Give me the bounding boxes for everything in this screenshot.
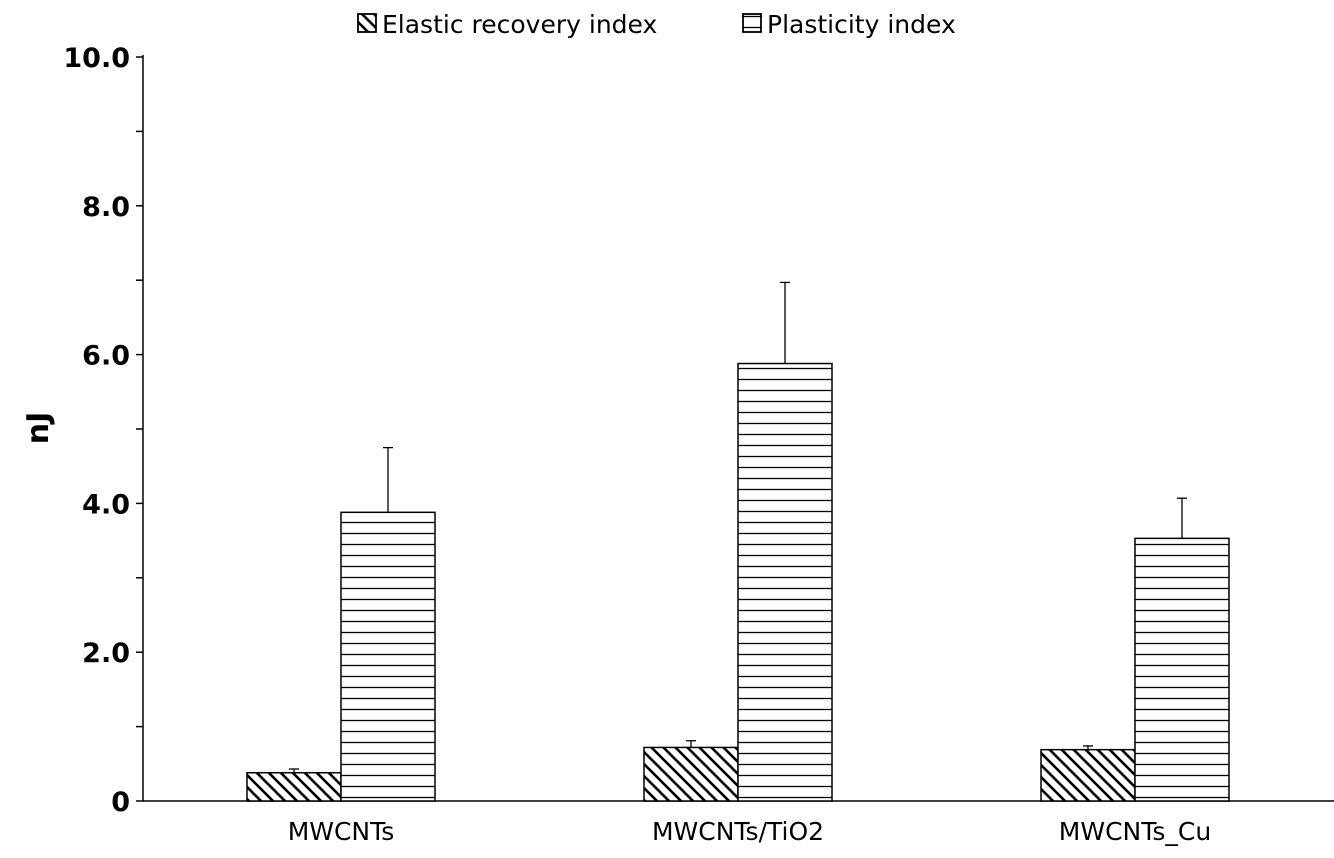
legend-swatch: [357, 13, 377, 33]
legend-swatch: [742, 13, 762, 33]
x-tick-label: MWCNTs/TiO2: [652, 817, 824, 846]
legend-label: Elastic recovery index: [382, 10, 657, 39]
bar-plasticity: [1134, 537, 1230, 802]
y-tick-label: 4.0: [82, 489, 130, 520]
bar-elastic-recovery: [246, 771, 342, 802]
y-tick-label: 10.0: [63, 43, 130, 74]
bar-plasticity: [737, 362, 833, 802]
y-axis: 0 2.0 4.0 6.0 8.0 10.0: [63, 43, 144, 818]
x-tick-label: MWCNTs: [288, 817, 395, 846]
legend: Elastic recovery index Plasticity index: [357, 10, 956, 39]
y-tick-label: 0: [111, 787, 130, 818]
y-tick-label: 8.0: [82, 192, 130, 223]
bar-elastic-recovery: [1040, 748, 1136, 802]
bar-elastic-recovery: [643, 746, 739, 802]
y-tick-label: 6.0: [82, 341, 130, 372]
y-tick-label: 2.0: [82, 638, 130, 669]
x-axis: MWCNTs MWCNTs/TiO2 MWCNTs_Cu: [143, 800, 1334, 846]
error-bars: [289, 281, 1187, 773]
y-axis-label: nJ: [21, 412, 56, 445]
bars: [246, 362, 1230, 802]
legend-label: Plasticity index: [767, 10, 956, 39]
x-tick-label: MWCNTs_Cu: [1059, 817, 1211, 846]
bar-plasticity: [340, 511, 436, 802]
